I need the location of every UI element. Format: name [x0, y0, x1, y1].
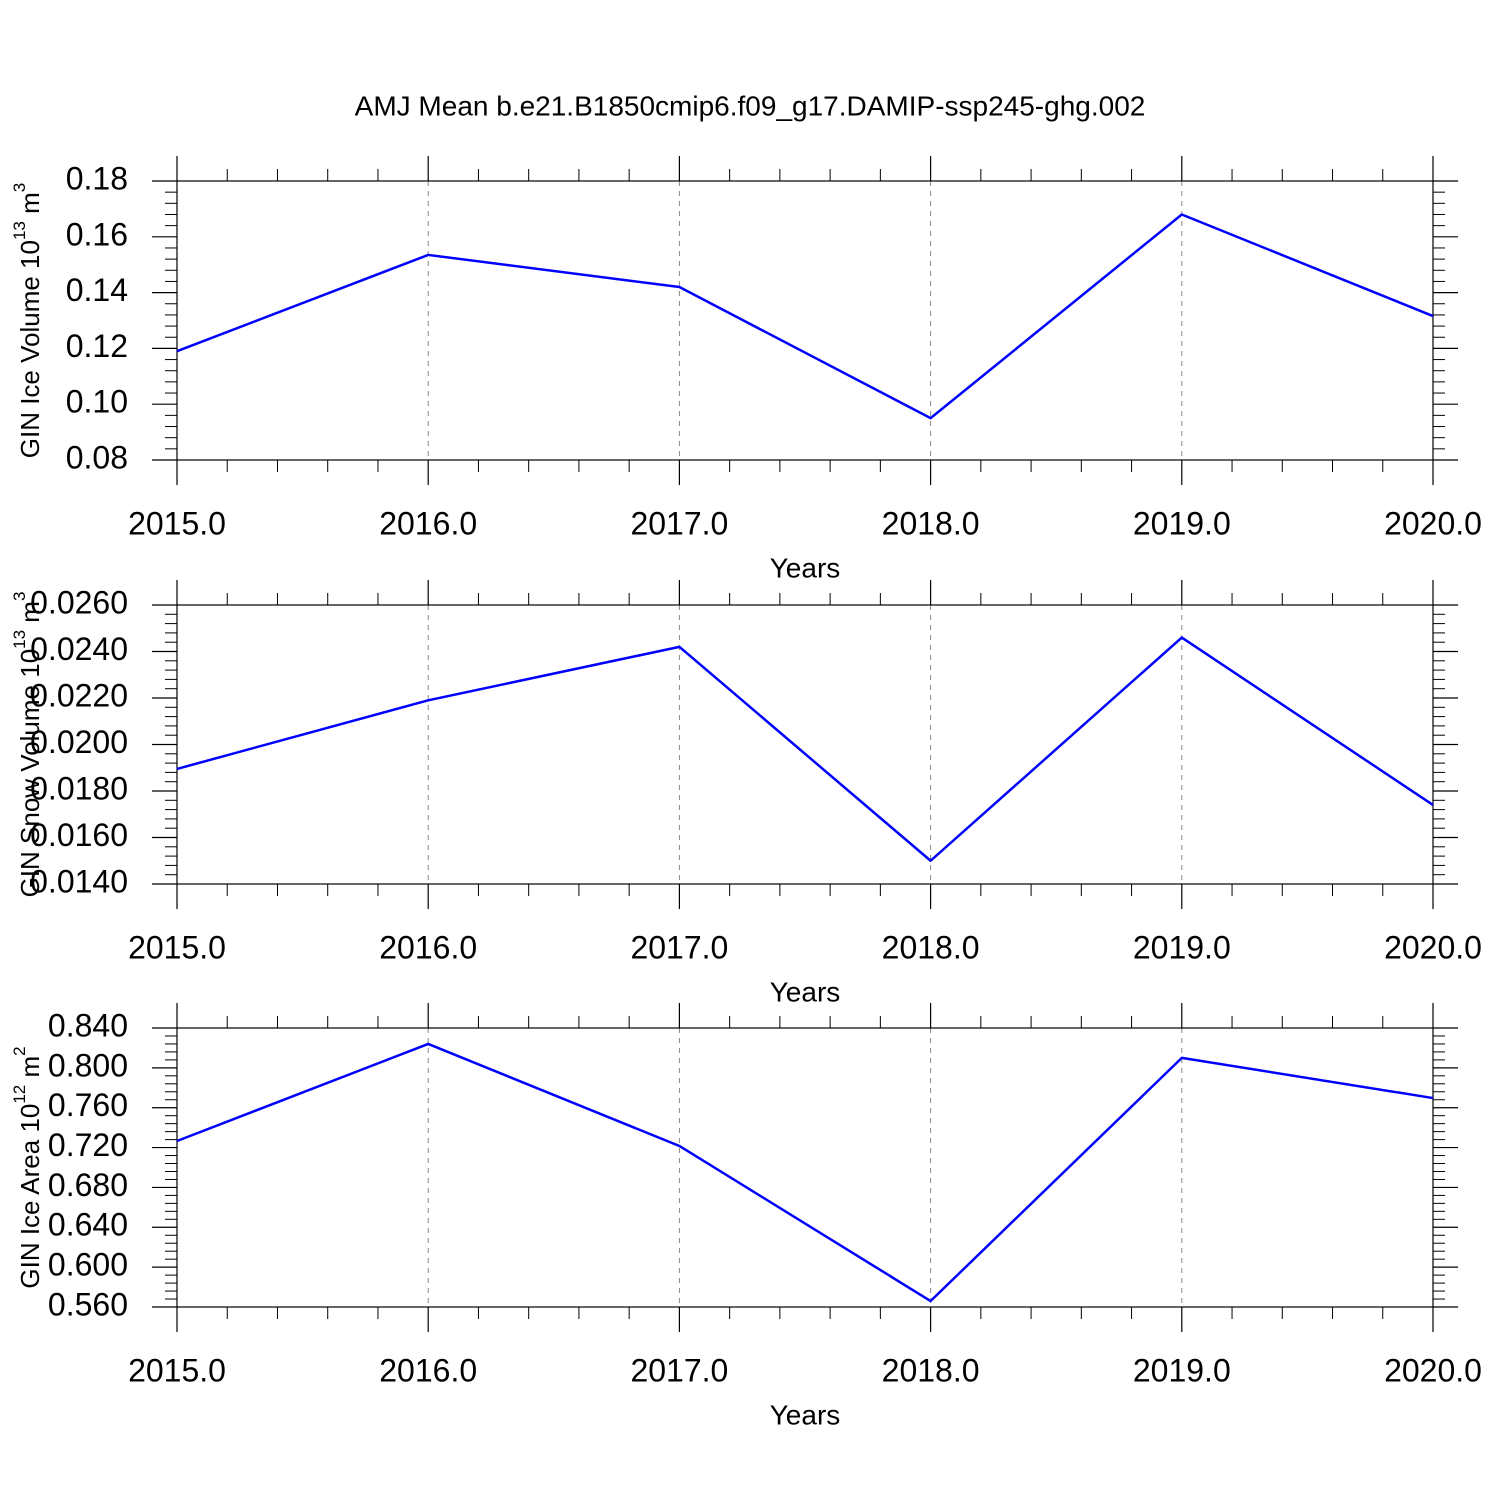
x-tick-label: 2018.0 [882, 929, 980, 965]
plot-frame [176, 180, 1434, 461]
y-axis-label-part: GIN Ice Volume 10 [15, 240, 45, 458]
data-line [176, 636, 1434, 862]
y-tick-label: 0.0180 [30, 770, 128, 806]
x-tick-label: 2015.0 [128, 1352, 226, 1388]
x-tick-label: 2019.0 [1133, 505, 1231, 541]
y-tick-label: 0.0160 [30, 817, 128, 853]
x-axis-label: Years [770, 976, 841, 1007]
y-axis-label-part: 3 [10, 183, 29, 192]
y-tick-label: 0.0260 [30, 584, 128, 620]
y-axis-label: GIN Ice Volume 1013 m3 [10, 183, 44, 459]
y-axis-label-part: 3 [10, 592, 29, 601]
y-axis-label-part: 13 [10, 221, 29, 240]
y-tick-label: 0.10 [66, 384, 128, 420]
x-tick-label: 2016.0 [379, 505, 477, 541]
x-tick-label: 2015.0 [128, 929, 226, 965]
y-axis-label-part: m [15, 601, 45, 630]
x-tick-label: 2020.0 [1384, 929, 1482, 965]
y-tick-label: 0.16 [66, 216, 128, 252]
y-tick-label: 0.600 [48, 1247, 128, 1283]
plot-frame [176, 1027, 1434, 1308]
y-tick-label: 0.800 [48, 1047, 128, 1083]
y-axis-label-part: m [15, 1056, 45, 1085]
data-line [176, 1042, 1434, 1303]
x-tick-label: 2017.0 [630, 505, 728, 541]
y-axis-label-part: GIN Ice Area 10 [15, 1104, 45, 1289]
y-tick-label: 0.0220 [30, 677, 128, 713]
y-tick-label: 0.14 [66, 272, 128, 308]
y-axis-label-part: 13 [10, 630, 29, 649]
y-tick-label: 0.840 [48, 1007, 128, 1043]
x-tick-label: 2017.0 [630, 1352, 728, 1388]
x-tick-label: 2016.0 [379, 1352, 477, 1388]
x-tick-label: 2019.0 [1133, 1352, 1231, 1388]
plot-frame [176, 604, 1434, 885]
y-tick-label: 0.720 [48, 1127, 128, 1163]
x-tick-label: 2015.0 [128, 505, 226, 541]
y-axis-label-part: 12 [10, 1085, 29, 1104]
x-tick-label: 2016.0 [379, 929, 477, 965]
data-line [176, 213, 1434, 420]
y-tick-label: 0.18 [66, 160, 128, 196]
x-tick-label: 2018.0 [882, 505, 980, 541]
x-tick-label: 2017.0 [630, 929, 728, 965]
y-axis-label-part: GIN Snow Volume 10 [15, 649, 45, 898]
y-tick-label: 0.0240 [30, 631, 128, 667]
x-axis-label: Years [770, 1399, 841, 1430]
y-tick-label: 0.08 [66, 439, 128, 475]
y-tick-label: 0.12 [66, 328, 128, 364]
x-tick-label: 2019.0 [1133, 929, 1231, 965]
x-tick-label: 2020.0 [1384, 505, 1482, 541]
x-tick-label: 2020.0 [1384, 1352, 1482, 1388]
y-tick-label: 0.560 [48, 1286, 128, 1322]
x-tick-label: 2018.0 [882, 1352, 980, 1388]
y-tick-label: 0.680 [48, 1167, 128, 1203]
y-axis-label: GIN Ice Area 1012 m2 [10, 1046, 44, 1288]
x-axis-label: Years [770, 552, 841, 583]
y-axis-label-part: 2 [10, 1046, 29, 1055]
y-tick-label: 0.0140 [30, 863, 128, 899]
y-tick-label: 0.760 [48, 1087, 128, 1123]
chart-title: AMJ Mean b.e21.B1850cmip6.f09_g17.DAMIP-… [355, 90, 1146, 121]
y-tick-label: 0.0200 [30, 724, 128, 760]
y-axis-label: GIN Snow Volume 1013 m3 [10, 592, 44, 898]
y-axis-label-part: m [15, 192, 45, 221]
y-tick-label: 0.640 [48, 1207, 128, 1243]
